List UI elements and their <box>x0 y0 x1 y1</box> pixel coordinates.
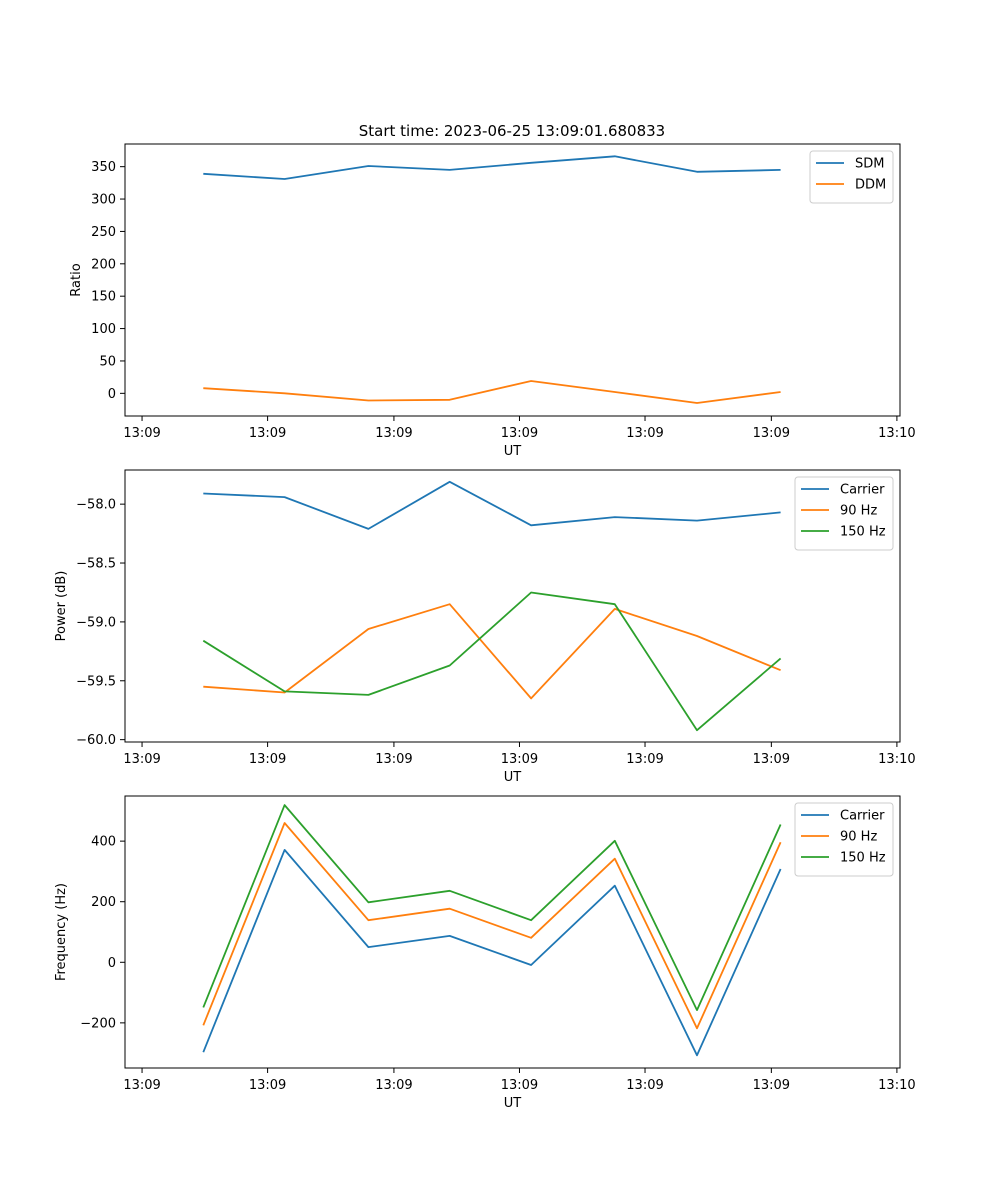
y-tick-label: −58.5 <box>76 557 116 572</box>
x-tick-label: 13:09 <box>753 752 790 767</box>
series-line-90-hz <box>203 603 781 700</box>
legend-label: Carrier <box>840 483 885 498</box>
legend-box <box>809 150 894 204</box>
x-tick-label: 13:09 <box>375 426 412 441</box>
axes-frame <box>124 469 901 743</box>
x-tick-label: 13:09 <box>123 1078 160 1093</box>
series-line-ddm <box>203 380 781 404</box>
legend-label: 150 Hz <box>840 525 886 540</box>
y-tick-label: 150 <box>91 290 116 305</box>
y-axis-label: Power (dB) <box>54 571 69 642</box>
x-tick-label: 13:10 <box>878 752 915 767</box>
x-tick-label: 13:09 <box>249 1078 286 1093</box>
x-tick-label: 13:09 <box>375 752 412 767</box>
x-tick-label: 13:09 <box>123 752 160 767</box>
y-tick-label: −59.5 <box>76 674 116 689</box>
x-tick-label: 13:09 <box>626 752 663 767</box>
legend-label: 90 Hz <box>840 504 877 519</box>
x-tick-label: 13:09 <box>501 1078 538 1093</box>
y-tick-label: 0 <box>108 387 116 402</box>
axes-frame <box>124 143 901 417</box>
x-tick-label: 13:10 <box>878 1078 915 1093</box>
series-line-150-hz <box>202 804 782 1011</box>
y-tick-label: −200 <box>80 1016 116 1031</box>
y-tick-label: 250 <box>91 225 116 240</box>
legend: SDM DDM <box>809 150 894 204</box>
y-tick-label: −59.0 <box>76 615 116 630</box>
y-tick-label: −60.0 <box>76 733 116 748</box>
legend-label: 150 Hz <box>840 851 886 866</box>
x-tick-label: 13:09 <box>753 426 790 441</box>
panel-1: 13:09 13:09 13:09 13:09 13:09 13:09 13:10 0 50 10… <box>69 143 916 459</box>
y-tick-label: 350 <box>91 160 116 175</box>
y-tick-label: −58.0 <box>76 498 116 513</box>
x-tick-label: 13:09 <box>123 426 160 441</box>
panel-2: 13:09 13:09 13:09 13:09 13:09 13:09 13:10 −60.0… <box>54 469 916 785</box>
y-tick-label: 300 <box>91 193 116 208</box>
series-line-carrier <box>203 480 781 530</box>
legend-label: 90 Hz <box>840 830 877 845</box>
x-tick-label: 13:09 <box>626 1078 663 1093</box>
y-tick-label: 100 <box>91 322 116 337</box>
series-line-90-hz <box>202 822 782 1030</box>
x-tick-label: 13:09 <box>626 426 663 441</box>
x-axis-label: UT <box>504 1096 522 1111</box>
legend-label: DDM <box>855 178 886 193</box>
series-line-sdm <box>203 155 781 180</box>
y-axis-label: Frequency (Hz) <box>54 883 69 981</box>
axes-frame <box>124 795 901 1069</box>
x-tick-label: 13:09 <box>753 1078 790 1093</box>
x-tick-label: 13:10 <box>878 426 915 441</box>
figure-title: Start time: 2023-06-25 13:09:01.680833 <box>359 122 665 140</box>
legend-label: Carrier <box>840 809 885 824</box>
x-tick-label: 13:09 <box>249 752 286 767</box>
x-tick-label: 13:09 <box>375 1078 412 1093</box>
legend: Carrier 90 Hz 150 Hz <box>794 802 894 877</box>
y-tick-label: 200 <box>91 895 116 910</box>
x-axis-label: UT <box>504 444 522 459</box>
panels: 13:09 13:09 13:09 13:09 13:09 13:09 13:10 0 50 10… <box>54 143 916 1111</box>
y-tick-label: 400 <box>91 835 116 850</box>
y-tick-label: 50 <box>99 354 116 369</box>
series-line-150-hz <box>202 591 782 732</box>
legend-label: SDM <box>855 157 884 172</box>
x-tick-label: 13:09 <box>249 426 286 441</box>
panel-3: 13:09 13:09 13:09 13:09 13:09 13:09 13:10 −200 0… <box>54 795 916 1111</box>
y-tick-label: 200 <box>91 257 116 272</box>
series-line-carrier <box>202 849 782 1057</box>
y-tick-label: 0 <box>108 956 116 971</box>
x-axis-label: UT <box>504 770 522 785</box>
x-tick-label: 13:09 <box>501 426 538 441</box>
legend: Carrier 90 Hz 150 Hz <box>794 476 894 551</box>
y-axis-label: Ratio <box>69 263 84 296</box>
x-tick-label: 13:09 <box>501 752 538 767</box>
